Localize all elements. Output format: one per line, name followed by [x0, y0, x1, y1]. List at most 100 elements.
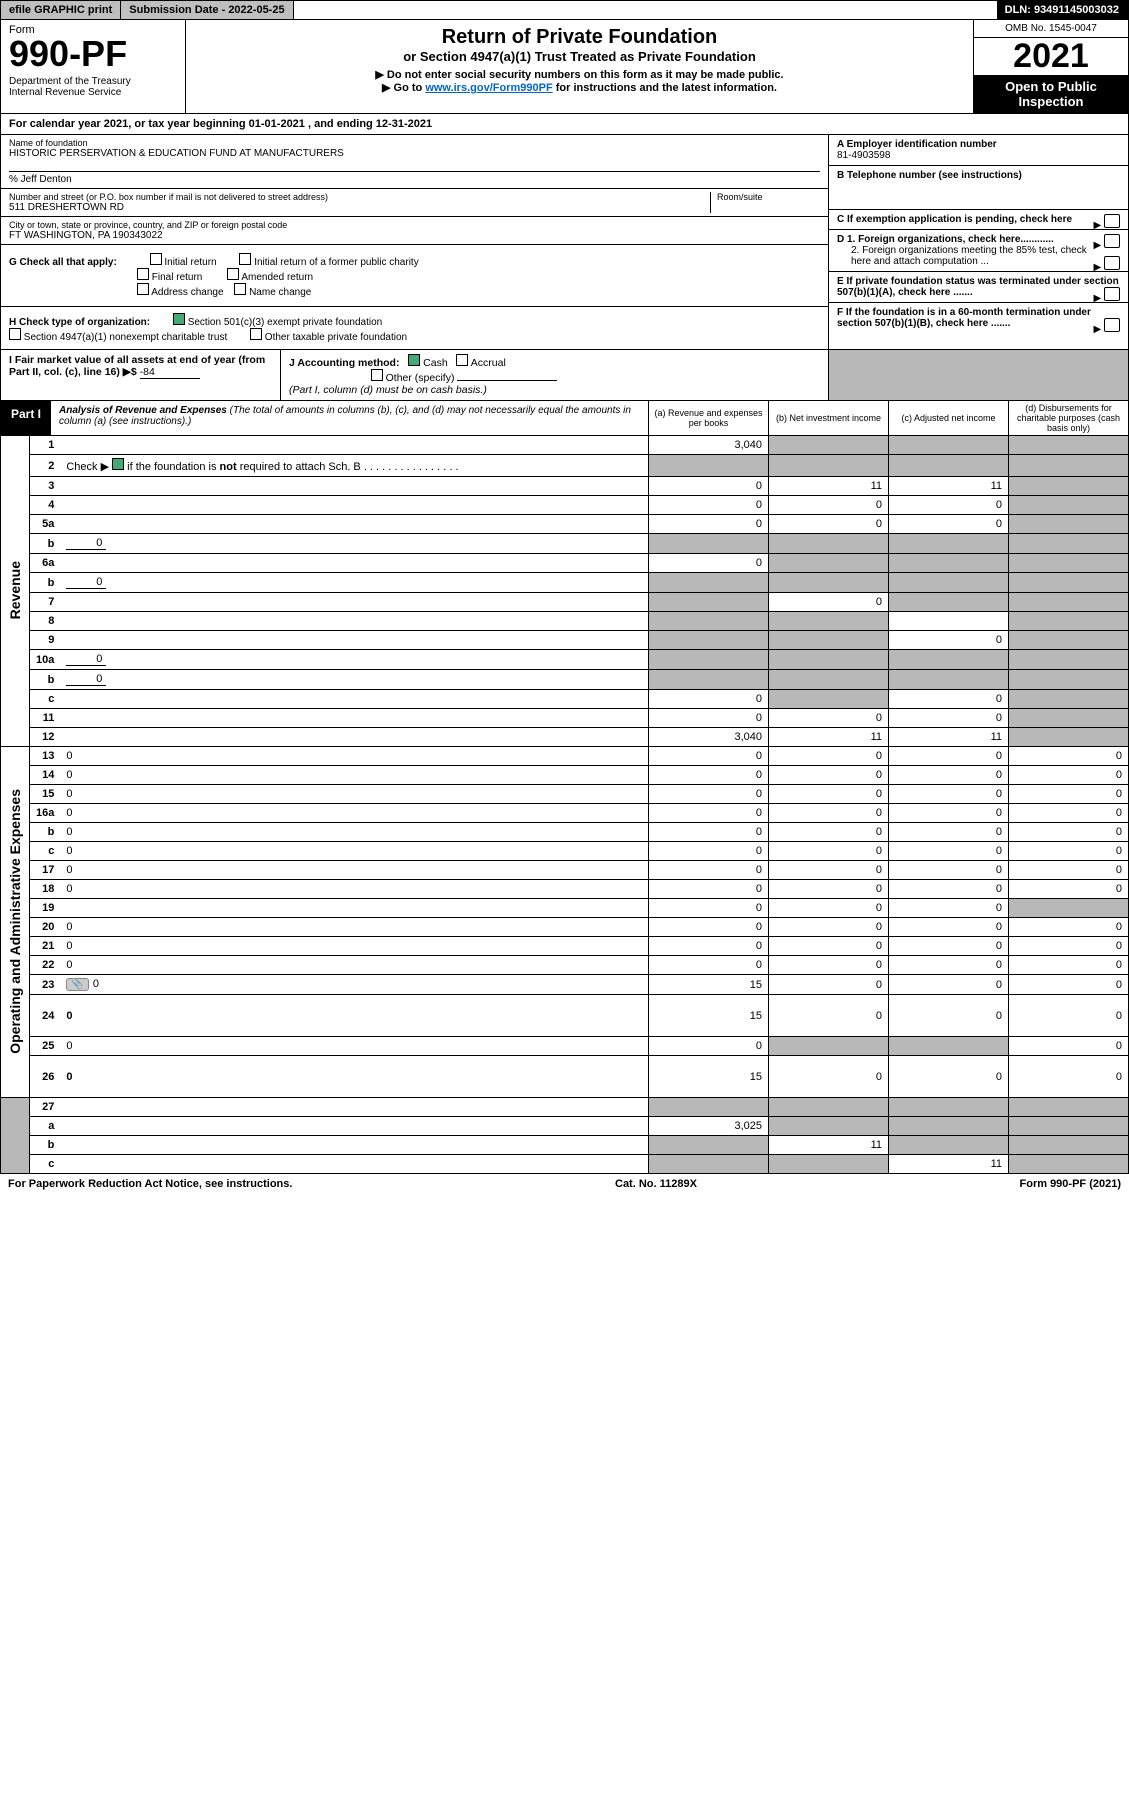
col-a-value: 0: [649, 823, 769, 842]
table-row: 11000: [1, 709, 1129, 728]
col-c-value: [889, 593, 1009, 612]
col-a-value: 0: [649, 918, 769, 937]
col-d-value: [1009, 1098, 1129, 1117]
b-phone-label: B Telephone number (see instructions): [837, 170, 1120, 181]
chk-accrual[interactable]: [456, 354, 468, 366]
table-row: b00000: [1, 823, 1129, 842]
chk-f[interactable]: [1104, 318, 1120, 332]
col-c-value: 0: [889, 918, 1009, 937]
line-number: 7: [30, 593, 61, 612]
chk-final-return[interactable]: [137, 268, 149, 280]
table-row: 1800000: [1, 880, 1129, 899]
i-fmv-label: I Fair market value of all assets at end…: [9, 354, 265, 378]
col-b-value: 0: [769, 880, 889, 899]
col-c-value: 0: [889, 785, 1009, 804]
col-d-value: [1009, 1117, 1129, 1136]
col-d-value: 0: [1009, 995, 1129, 1037]
table-row: 1400000: [1, 766, 1129, 785]
col-a-value: 0: [649, 709, 769, 728]
city-state-zip: FT WASHINGTON, PA 190343022: [9, 230, 820, 241]
attachment-icon[interactable]: 📎: [66, 978, 88, 991]
chk-d1[interactable]: [1104, 234, 1120, 248]
chk-other-method[interactable]: [371, 369, 383, 381]
col-a-value: 0: [649, 899, 769, 918]
form-subtitle: or Section 4947(a)(1) Trust Treated as P…: [198, 49, 961, 64]
col-b-value: [769, 612, 889, 631]
col-c-value: 0: [889, 1056, 1009, 1098]
col-b-value: 0: [769, 709, 889, 728]
line-description: [60, 436, 648, 455]
revenue-side-label: Revenue: [7, 561, 23, 619]
col-b-value: [769, 631, 889, 650]
col-b-value: 0: [769, 842, 889, 861]
j-note: (Part I, column (d) must be on cash basi…: [289, 384, 487, 396]
chk-c-pending[interactable]: [1104, 214, 1120, 228]
efile-print-button[interactable]: efile GRAPHIC print: [1, 1, 121, 19]
addr-label: Number and street (or P.O. box number if…: [9, 192, 710, 202]
col-c-value: [889, 534, 1009, 554]
chk-amended[interactable]: [227, 268, 239, 280]
chk-name-change[interactable]: [234, 283, 246, 295]
col-b-value: 0: [769, 861, 889, 880]
line-number: c: [30, 842, 61, 861]
line-description: [60, 899, 648, 918]
table-row: 2100000: [1, 937, 1129, 956]
line-description: [60, 728, 648, 747]
part1-tag: Part I: [1, 401, 51, 435]
chk-initial-former[interactable]: [239, 253, 251, 265]
chk-addr-change[interactable]: [137, 283, 149, 295]
expenses-side-label: Operating and Administrative Expenses: [7, 789, 23, 1054]
line-description: 0: [60, 1056, 648, 1098]
table-row: c00000: [1, 842, 1129, 861]
chk-501c3[interactable]: [173, 313, 185, 325]
f-60month-label: F If the foundation is in a 60-month ter…: [837, 307, 1091, 329]
table-row: 70: [1, 593, 1129, 612]
col-a-value: [649, 631, 769, 650]
table-row: 123,0401111: [1, 728, 1129, 747]
chk-d2[interactable]: [1104, 256, 1120, 270]
table-row: Operating and Administrative Expenses130…: [1, 747, 1129, 766]
d2-foreign-label: 2. Foreign organizations meeting the 85%…: [851, 245, 1087, 267]
tax-year: 2021: [974, 38, 1128, 75]
line-description: [60, 477, 648, 496]
col-d-value: [1009, 554, 1129, 573]
line-number: 27: [30, 1098, 61, 1117]
line-description: 0: [60, 785, 648, 804]
line-number: 15: [30, 785, 61, 804]
line-description: 0: [60, 747, 648, 766]
line-number: 14: [30, 766, 61, 785]
col-d-value: 0: [1009, 1056, 1129, 1098]
col-d-value: 0: [1009, 842, 1129, 861]
chk-4947a1[interactable]: [9, 328, 21, 340]
line-description: 0: [60, 670, 648, 690]
line-number: 6a: [30, 554, 61, 573]
col-d-value: [1009, 573, 1129, 593]
table-row: 4000: [1, 496, 1129, 515]
part1-table: Revenue13,0402Check ▶ if the foundation …: [0, 436, 1129, 1174]
page-footer: For Paperwork Reduction Act Notice, see …: [0, 1174, 1129, 1194]
col-c-value: 0: [889, 861, 1009, 880]
line-description: Check ▶ if the foundation is not require…: [60, 455, 648, 477]
col-d-value: [1009, 690, 1129, 709]
col-b-value: 0: [769, 956, 889, 975]
col-b-value: 0: [769, 515, 889, 534]
line-number: 8: [30, 612, 61, 631]
line-number: 17: [30, 861, 61, 880]
col-a-value: 3,040: [649, 728, 769, 747]
line-description: 0: [60, 534, 648, 554]
foundation-info: Name of foundation HISTORIC PERSERVATION…: [0, 135, 1129, 350]
line-description: [60, 709, 648, 728]
col-a-value: 15: [649, 975, 769, 995]
form990pf-link[interactable]: www.irs.gov/Form990PF: [425, 82, 552, 94]
chk-other-taxable[interactable]: [250, 328, 262, 340]
chk-cash[interactable]: [408, 354, 420, 366]
col-d-value: [1009, 1155, 1129, 1174]
chk-e[interactable]: [1104, 287, 1120, 301]
col-d-value: [1009, 477, 1129, 496]
line-description: [60, 1117, 648, 1136]
j-method-label: J Accounting method:: [289, 357, 399, 369]
col-c-value: 0: [889, 823, 1009, 842]
line-number: 10a: [30, 650, 61, 670]
line-number: 23: [30, 975, 61, 995]
chk-initial-return[interactable]: [150, 253, 162, 265]
